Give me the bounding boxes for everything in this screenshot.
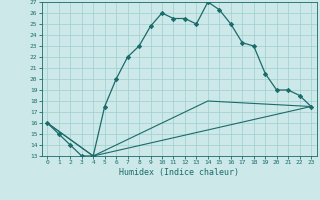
X-axis label: Humidex (Indice chaleur): Humidex (Indice chaleur) <box>119 168 239 177</box>
